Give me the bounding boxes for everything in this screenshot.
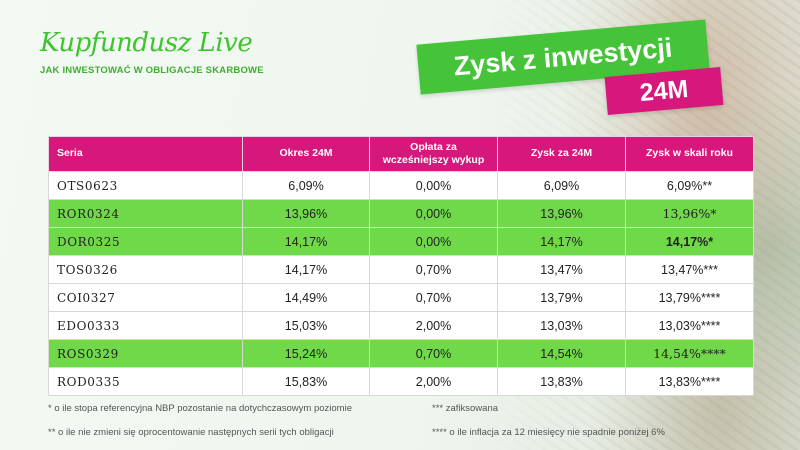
cell-profit: 6,09% [497,171,626,200]
cell-profit: 13,03% [497,311,626,340]
cell-series: TOS0326 [48,255,243,284]
cell-series: ROS0329 [48,339,243,368]
bond-returns-table: Seria Okres 24M Opłata za wcześniejszy w… [48,136,754,396]
cell-fee: 0,00% [369,171,498,200]
table-row: OTS0623 6,09% 0,00% 6,09% 6,09%** [48,171,754,200]
cell-annual: 14,54%**** [625,339,754,368]
cell-fee: 0,00% [369,227,498,256]
table-row: TOS0326 14,17% 0,70% 13,47% 13,47%*** [48,255,754,284]
cell-profit: 13,83% [497,367,626,396]
cell-fee: 2,00% [369,367,498,396]
cell-profit: 14,54% [497,339,626,368]
brand-logo: Kupfundusz Live [40,28,253,58]
cell-profit: 14,17% [497,227,626,256]
cell-series: DOR0325 [48,227,243,256]
cell-series: ROD0335 [48,367,243,396]
cell-annual: 13,79%**** [625,283,754,312]
footnote-4: **** o ile inflacja za 12 miesięcy nie s… [432,427,665,438]
column-header-period: Okres 24M [242,136,370,172]
cell-period: 14,49% [242,283,370,312]
column-header-series: Seria [48,136,243,172]
cell-period: 15,03% [242,311,370,340]
cell-period: 6,09% [242,171,370,200]
cell-period: 15,83% [242,367,370,396]
cell-period: 13,96% [242,199,370,228]
brand-header: Kupfundusz Live JAK INWESTOWAĆ W OBLIGAC… [40,30,264,76]
table-header-row: Seria Okres 24M Opłata za wcześniejszy w… [48,136,754,172]
table-row: ROS0329 15,24% 0,70% 14,54% 14,54%**** [48,339,754,368]
table-row: COI0327 14,49% 0,70% 13,79% 13,79%**** [48,283,754,312]
table-row: EDO0333 15,03% 2,00% 13,03% 13,03%**** [48,311,754,340]
cell-period: 15,24% [242,339,370,368]
cell-fee: 2,00% [369,311,498,340]
cell-annual: 13,83%**** [625,367,754,396]
cell-profit: 13,79% [497,283,626,312]
column-header-annual: Zysk w skali roku [625,136,754,172]
cell-annual: 14,17%* [625,227,754,256]
subtitle-text: 24M [638,74,690,107]
column-header-profit: Zysk za 24M [497,136,626,172]
cell-series: ROR0324 [48,199,243,228]
table-row: DOR0325 14,17% 0,00% 14,17% 14,17%* [48,227,754,256]
cell-fee: 0,70% [369,339,498,368]
cell-profit: 13,96% [497,199,626,228]
footnote-1: * o ile stopa referencyjna NBP pozostani… [48,403,352,414]
cell-annual: 13,47%*** [625,255,754,284]
cell-annual: 13,96%* [625,199,754,228]
column-header-fee: Opłata za wcześniejszy wykup [369,136,498,172]
cell-series: EDO0333 [48,311,243,340]
brand-tagline: JAK INWESTOWAĆ W OBLIGACJE SKARBOWE [40,65,264,76]
cell-period: 14,17% [242,227,370,256]
cell-annual: 6,09%** [625,171,754,200]
cell-fee: 0,70% [369,255,498,284]
cell-profit: 13,47% [497,255,626,284]
footnote-3: *** zafiksowana [432,403,499,414]
cell-fee: 0,70% [369,283,498,312]
cell-period: 14,17% [242,255,370,284]
table-row: ROD0335 15,83% 2,00% 13,83% 13,83%**** [48,367,754,396]
cell-series: COI0327 [48,283,243,312]
cell-fee: 0,00% [369,199,498,228]
table-row: ROR0324 13,96% 0,00% 13,96% 13,96%* [48,199,754,228]
cell-series: OTS0623 [48,171,243,200]
cell-annual: 13,03%**** [625,311,754,340]
footnote-2: ** o ile nie zmieni się oprocentowanie n… [48,427,334,438]
